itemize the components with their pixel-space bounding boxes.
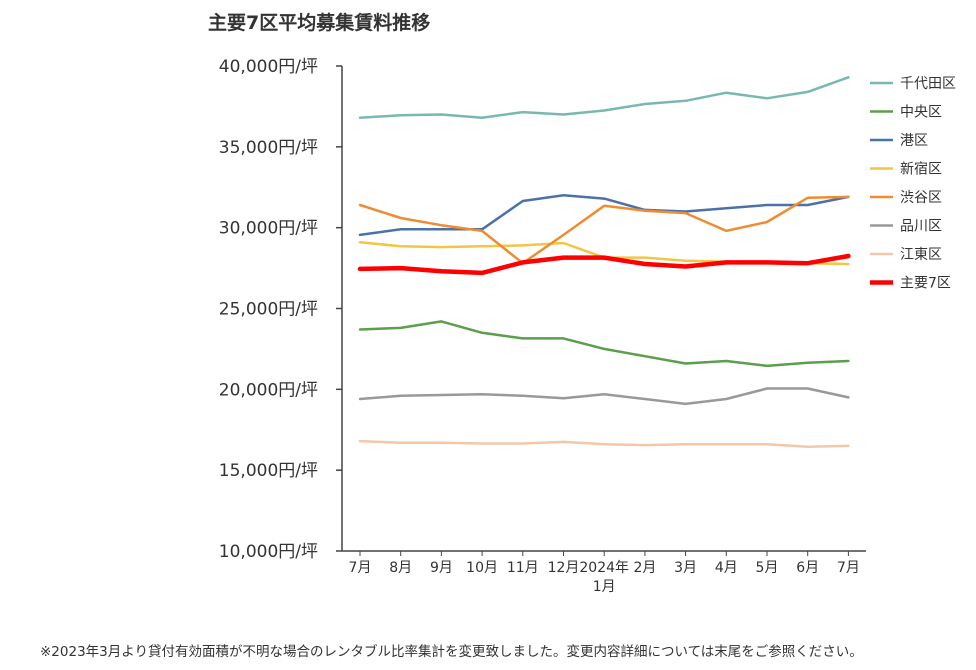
y-axis-ticks: 40,000円/坪 35,000円/坪 30,000円/坪 25,000円/坪 20,0…	[219, 57, 342, 562]
x-tick-label: 8月	[389, 560, 412, 576]
series-line-港区	[358, 194, 850, 237]
legend-label: 港区	[900, 133, 928, 149]
y-tick-label: 25,000円/坪	[219, 300, 318, 320]
x-tick-label: 2024年 1月	[579, 560, 629, 595]
series-line-品川区	[358, 387, 850, 406]
x-tick-label: 7月	[349, 560, 372, 576]
footnote: ※2023年3月より貸付有効面積が不明な場合のレンタブル比率集計を変更致しました…	[40, 644, 863, 660]
legend-label: 千代田区	[900, 76, 956, 92]
x-tick-label: 5月	[756, 560, 779, 576]
x-tick-label: 4月	[715, 560, 738, 576]
series-line-中央区	[358, 320, 850, 368]
legend-label: 品川区	[900, 219, 942, 235]
chart-axes	[341, 66, 866, 552]
legend-label: 渋谷区	[900, 190, 942, 206]
series-line-渋谷区	[358, 195, 850, 265]
x-tick-label: 12月	[548, 560, 580, 576]
x-tick-label: 3月	[674, 560, 697, 576]
y-tick-label: 35,000円/坪	[219, 138, 318, 158]
legend-label: 江東区	[900, 247, 942, 263]
series-line-江東区	[358, 439, 850, 448]
legend-label: 主要7区	[900, 276, 951, 292]
series-line-千代田区	[358, 76, 850, 119]
y-tick-label: 30,000円/坪	[219, 219, 318, 239]
x-tick-label: 11月	[507, 560, 539, 576]
x-tick-label: 10月	[466, 560, 498, 576]
series-line-主要7区	[357, 253, 851, 276]
line-chart: 40,000円/坪 35,000円/坪 30,000円/坪 25,000円/坪 20,0…	[219, 57, 956, 595]
x-tick-label: 6月	[796, 560, 819, 576]
x-tick-label: 2月	[633, 560, 656, 576]
y-tick-label: 10,000円/坪	[219, 542, 318, 562]
y-tick-label: 20,000円/坪	[219, 380, 318, 400]
chart-title: 主要7区平均募集賃料推移	[208, 12, 431, 34]
legend-label: 新宿区	[900, 161, 942, 178]
series-lines	[357, 76, 851, 448]
y-tick-label: 40,000円/坪	[219, 57, 318, 77]
x-tick-label: 9月	[430, 560, 453, 576]
y-tick-label: 15,000円/坪	[219, 461, 318, 481]
legend-label: 中央区	[900, 105, 942, 121]
x-tick-label: 7月	[837, 560, 860, 576]
